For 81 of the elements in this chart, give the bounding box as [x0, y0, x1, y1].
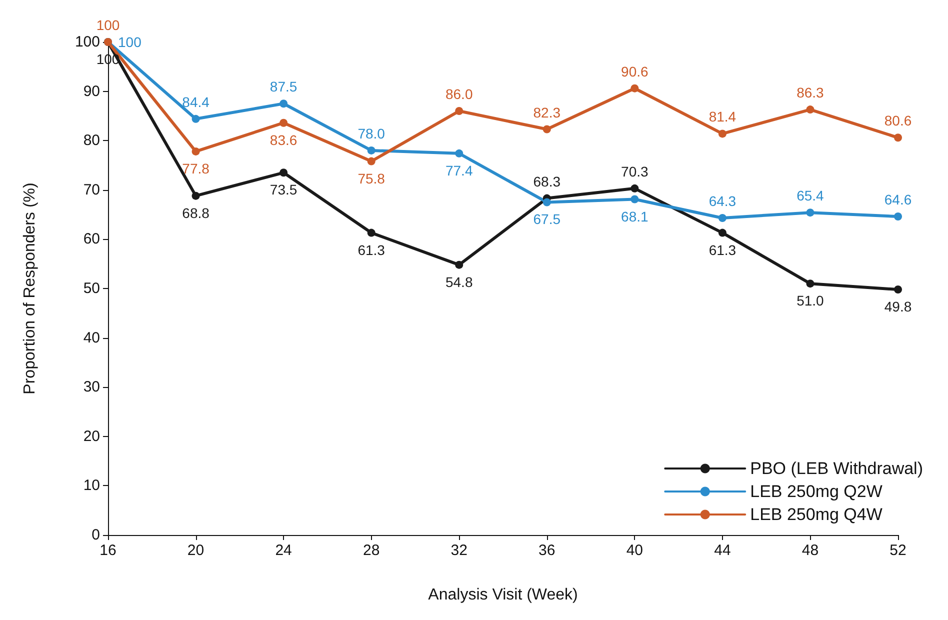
- x-tick-label: 36: [538, 542, 556, 559]
- point: [718, 214, 726, 222]
- x-axis-title: Analysis Visit (Week): [428, 586, 578, 604]
- point: [455, 107, 464, 116]
- data-label: 80.6: [884, 112, 912, 129]
- x-tick-label: 44: [714, 542, 731, 559]
- point: [192, 114, 200, 123]
- point: [894, 285, 902, 294]
- y-tick-label: 20: [83, 428, 100, 445]
- point: [894, 134, 902, 142]
- data-label: 75.8: [358, 170, 386, 186]
- data-label: 65.4: [796, 188, 824, 204]
- point: [630, 195, 639, 204]
- point: [280, 168, 288, 177]
- point: [806, 106, 814, 114]
- point: [630, 84, 639, 92]
- point: [806, 280, 814, 288]
- x-tick-label: 52: [890, 542, 906, 559]
- y-tick-label: 80: [83, 132, 100, 150]
- point: [894, 212, 902, 221]
- data-label: 81.4: [708, 108, 736, 125]
- data-label: 61.3: [358, 242, 386, 258]
- x-tick-label: 16: [100, 542, 116, 559]
- data-label: 77.8: [182, 160, 210, 176]
- point: [455, 149, 464, 158]
- data-label: 86.0: [445, 86, 473, 102]
- data-label: 68.1: [621, 208, 649, 224]
- data-label: 54.8: [445, 274, 473, 290]
- x-tick-label: 28: [362, 542, 380, 559]
- point: [718, 130, 726, 138]
- data-label: 100: [118, 34, 142, 50]
- data-label: 90.6: [621, 63, 649, 80]
- y-tick-label: 50: [83, 280, 100, 297]
- data-label: 87.5: [270, 78, 298, 95]
- point: [280, 100, 288, 108]
- data-label: 64.3: [708, 193, 736, 209]
- point: [542, 125, 551, 134]
- x-tick-label: 32: [450, 542, 468, 559]
- point: [455, 260, 464, 269]
- data-label: 70.3: [621, 163, 649, 180]
- point: [630, 184, 639, 192]
- data-label: 82.3: [533, 104, 561, 120]
- legend-label: LEB 250mg Q4W: [750, 505, 882, 524]
- point: [367, 157, 376, 166]
- data-label: 78.0: [358, 125, 386, 142]
- point: [718, 228, 726, 237]
- legend-label: LEB 250mg Q2W: [750, 482, 882, 501]
- y-tick-label: 100: [74, 34, 100, 50]
- x-tick-label: 48: [802, 542, 819, 559]
- y-tick-label: 0: [92, 526, 100, 544]
- data-label: 100: [96, 17, 120, 33]
- x-tick-label: 24: [275, 542, 292, 559]
- data-label: 49.8: [884, 298, 912, 314]
- y-tick-label: 90: [83, 82, 100, 100]
- data-label: 67.5: [533, 211, 561, 228]
- y-axis-title: Proportion of Responders (%): [22, 182, 38, 394]
- legend-label: PBO (LEB Withdrawal): [750, 459, 924, 478]
- point: [280, 118, 288, 127]
- data-label: 73.5: [270, 182, 298, 198]
- point: [192, 192, 200, 200]
- data-label: 77.4: [445, 162, 473, 178]
- x-tick-label: 20: [187, 542, 204, 559]
- data-label: 61.3: [708, 242, 736, 258]
- point: [192, 147, 200, 156]
- data-label: 83.6: [270, 132, 298, 148]
- y-tick-label: 70: [83, 181, 100, 198]
- data-label: 68.8: [182, 204, 210, 221]
- y-tick-label: 40: [83, 329, 100, 346]
- data-label: 84.4: [182, 94, 210, 110]
- y-tick-label: 30: [83, 378, 100, 396]
- data-label: 68.3: [533, 173, 561, 190]
- data-label: 51.0: [796, 292, 824, 309]
- point: [367, 228, 376, 237]
- data-label: 86.3: [796, 84, 824, 101]
- y-tick-label: 10: [83, 477, 100, 494]
- point: [542, 198, 551, 206]
- x-tick-label: 40: [626, 542, 644, 559]
- point: [806, 208, 814, 217]
- y-tick-label: 60: [83, 230, 100, 248]
- point: [367, 146, 376, 154]
- data-label: 64.6: [884, 192, 912, 208]
